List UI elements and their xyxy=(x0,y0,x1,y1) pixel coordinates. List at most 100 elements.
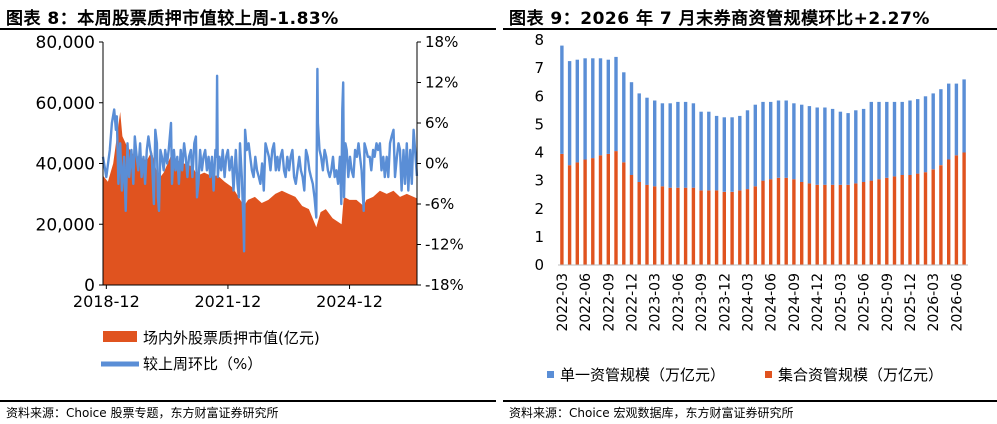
bar-collective xyxy=(784,177,788,265)
x-tick-label: 2024-03 xyxy=(741,273,757,332)
bar-single xyxy=(645,97,649,185)
x-tick-label: 2025-03 xyxy=(833,273,849,332)
bar-single xyxy=(923,96,928,173)
bar-single xyxy=(761,101,765,181)
x-tick-label: 2023-03 xyxy=(648,273,664,332)
pledge-value-area xyxy=(103,111,417,286)
x-tick-label: 2024-09 xyxy=(787,273,803,332)
bar-collective xyxy=(861,182,866,265)
bar-single xyxy=(730,117,734,192)
bar-single xyxy=(699,111,703,191)
x-tick-label: 2022-12 xyxy=(624,273,640,332)
bar-single xyxy=(776,100,781,178)
bar-collective xyxy=(668,187,672,265)
bar-collective xyxy=(846,184,850,265)
bar-single xyxy=(861,108,866,182)
bar-collective xyxy=(931,169,935,265)
y-right-tick-label: -12% xyxy=(425,236,464,254)
bar-collective xyxy=(900,175,904,265)
bar-collective xyxy=(714,190,719,265)
right-chart: 8 7 6 5 4 3 2 1 0 2022-03 2022-06 2022-09 2022-12 202… xyxy=(534,31,968,384)
bar-single xyxy=(653,100,657,187)
bar-collective xyxy=(560,153,564,265)
bar-single xyxy=(838,111,843,185)
bar-collective xyxy=(722,191,726,265)
bar-collective xyxy=(753,186,757,266)
right-panel: 图表 9：2026 年 7 月末券商资管规模环比+2.27% 8 7 6 5 4 3 2 1 0… xyxy=(503,0,997,424)
bar-single xyxy=(939,89,943,166)
y-right-tick-label: 12% xyxy=(425,74,458,92)
bar-single xyxy=(567,61,572,166)
x-tick-label: 2022-06 xyxy=(578,273,594,332)
bar-collective xyxy=(699,190,703,265)
bar-single xyxy=(900,101,904,175)
y-tick-label: 20,000 xyxy=(36,215,95,235)
bar-collective xyxy=(645,184,649,265)
legend-label-weekly-change: 较上周环比（%） xyxy=(143,355,262,373)
y-right-tick-label: -18% xyxy=(425,276,464,294)
bar-single xyxy=(807,106,812,184)
bar-single xyxy=(753,104,757,187)
weekly-change-line xyxy=(101,67,419,253)
bar-collective xyxy=(916,173,920,265)
bar-single xyxy=(800,104,804,182)
right-title-rule xyxy=(503,28,997,30)
x-tick-label: 2026-06 xyxy=(949,273,965,332)
bar-single xyxy=(947,83,951,160)
bar-collective xyxy=(676,187,680,265)
bar-single xyxy=(683,101,688,188)
y-right-tick-label: 6% xyxy=(425,114,449,132)
bar-single xyxy=(792,103,796,180)
bar-collective xyxy=(637,182,641,265)
left-bottom-rule xyxy=(0,400,496,402)
bar-collective xyxy=(683,187,688,265)
x-tick-label: 2024-12 xyxy=(316,292,383,311)
x-tick-label: 2024-06 xyxy=(764,273,780,332)
y-right-tick-label: 18% xyxy=(425,33,458,51)
bar-single xyxy=(854,110,858,184)
bar-collective xyxy=(854,183,858,265)
bar-collective xyxy=(653,186,657,266)
x-tick-label: 2025-12 xyxy=(903,273,919,332)
bar-collective xyxy=(830,184,835,265)
bar-collective xyxy=(730,191,734,265)
y-tick-label: 1 xyxy=(534,228,544,246)
bar-collective xyxy=(583,159,587,265)
bar-single xyxy=(823,107,827,185)
bar-single xyxy=(614,56,618,152)
y-tick-label: 0 xyxy=(84,276,95,296)
y-tick-label: 60,000 xyxy=(36,94,95,114)
bar-collective xyxy=(885,177,889,265)
bar-single xyxy=(916,99,920,174)
x-tick-label: 2025-06 xyxy=(857,273,873,332)
y-right-tick-label: 0% xyxy=(425,155,449,173)
bar-single xyxy=(885,101,889,178)
bar-single xyxy=(668,103,672,188)
bar-collective xyxy=(807,183,812,265)
bar-collective xyxy=(691,187,696,265)
bar-single xyxy=(815,107,819,185)
bar-collective xyxy=(954,155,959,265)
y-tick-label: 0 xyxy=(534,256,544,274)
legend-label-pledge-value: 场内外股票质押市值(亿元) xyxy=(143,329,320,347)
y-tick-label: 4 xyxy=(534,144,544,162)
bar-single xyxy=(877,101,881,180)
x-tick-label: 2018-12 xyxy=(73,292,140,311)
bar-single xyxy=(846,113,850,185)
bar-single xyxy=(738,115,742,191)
left-chart: 80,000 60,000 40,000 20,000 0 18% 12% 6% 0% -6% -1… xyxy=(36,33,464,373)
bar-collective xyxy=(947,159,951,265)
bar-single xyxy=(769,101,773,180)
bar-collective xyxy=(908,175,912,265)
left-panel: 图表 8：本周股票质押市值较上周-1.83% 80,000 60,000 40,00… xyxy=(0,0,496,424)
bar-single xyxy=(560,45,564,154)
bar-collective xyxy=(745,189,750,265)
x-tick-label: 2026-03 xyxy=(926,273,942,332)
y-right-tick-label: -6% xyxy=(425,195,454,213)
y-tick-label: 80,000 xyxy=(36,33,95,53)
bar-single xyxy=(637,93,641,182)
bar-single xyxy=(598,58,603,156)
bar-collective xyxy=(591,158,595,265)
bar-single xyxy=(745,110,750,190)
x-tick-label: 2022-09 xyxy=(601,273,617,332)
